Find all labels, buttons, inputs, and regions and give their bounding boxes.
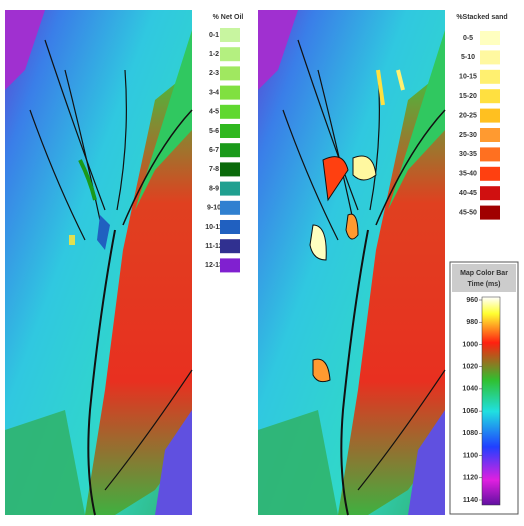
legend-swatch: [220, 66, 240, 81]
color-bar: Map Color Bar Time (ms): [449, 261, 519, 515]
color-bar-tick-label: 1000: [462, 341, 478, 348]
legend-swatch: [480, 147, 500, 162]
legend-swatch: [480, 50, 500, 65]
legend-swatch: [220, 239, 240, 254]
color-bar-tick-label: 1140: [463, 497, 478, 504]
legend-swatch: [220, 258, 240, 273]
legend-label: 30-35: [459, 151, 477, 158]
legend-label: 40-45: [459, 190, 477, 197]
legend-label: 10-11: [205, 224, 223, 231]
legend-label: 5-6: [209, 128, 219, 135]
legend-label: 8-9: [209, 185, 219, 192]
legend-swatch: [220, 181, 240, 196]
legend-swatch: [480, 166, 500, 181]
legend-label: 7-8: [209, 166, 219, 173]
legend-label: 1-2: [209, 51, 219, 58]
legend-swatch: [220, 220, 240, 234]
color-bar-tick-label: 1020: [462, 364, 478, 371]
legend-swatch: [480, 89, 500, 104]
color-bar-tick-label: 1100: [463, 452, 478, 459]
color-bar-tick-label: 960: [466, 297, 478, 304]
legend-label: 3-4: [209, 89, 219, 96]
legend-swatch: [480, 186, 500, 201]
legend-label: 10-15: [459, 74, 477, 81]
legend-label: 12-13: [205, 262, 223, 269]
legend-title: % Net Oil: [213, 14, 244, 21]
legend-label: 5-10: [461, 54, 475, 61]
legend-swatch: [220, 162, 240, 177]
legend-swatch: [220, 85, 240, 100]
color-bar-tick-label: 1060: [462, 408, 478, 415]
legend-label: 11-12: [205, 243, 223, 250]
legend-label: 25-30: [459, 132, 477, 139]
legend-swatch: [480, 108, 500, 123]
legend-swatch: [480, 205, 500, 220]
legend-label: 35-40: [459, 171, 477, 178]
legend-label: 0-5: [463, 35, 473, 42]
net-oil-map: [4, 9, 193, 516]
color-bar-tick-label: 1120: [463, 475, 478, 482]
color-bar-ramp: [481, 296, 501, 506]
color-bar-title: Map Color Bar: [460, 270, 508, 277]
stacked-sand-map: [257, 9, 446, 516]
color-bar-tick-label: 1080: [462, 430, 478, 437]
legend-swatch: [480, 128, 500, 142]
legend-title: %Stacked sand: [456, 14, 507, 21]
legend-swatch: [220, 47, 240, 62]
legend-swatch: [220, 124, 240, 138]
color-bar-header: [452, 264, 516, 292]
color-bar-subtitle: Time (ms): [468, 281, 501, 288]
legend-swatch: [220, 28, 240, 42]
legend-label: 2-3: [209, 70, 219, 77]
color-bar-tick-label: 980: [466, 319, 478, 326]
legend-swatch: [480, 31, 500, 45]
legend-label: 45-50: [459, 209, 477, 216]
legend-label: 4-5: [209, 109, 219, 116]
legend-swatch: [220, 143, 240, 158]
legend-label: 6-7: [209, 147, 219, 154]
legend-swatch: [480, 69, 500, 84]
legend-label: 20-25: [459, 112, 477, 119]
legend-label: 0-1: [209, 32, 219, 39]
color-bar-tick-label: 1040: [462, 386, 478, 393]
legend-swatch: [220, 104, 240, 119]
legend-label: 15-20: [459, 93, 477, 100]
legend-label: 9-10: [207, 205, 221, 212]
legend-swatch: [220, 200, 240, 215]
